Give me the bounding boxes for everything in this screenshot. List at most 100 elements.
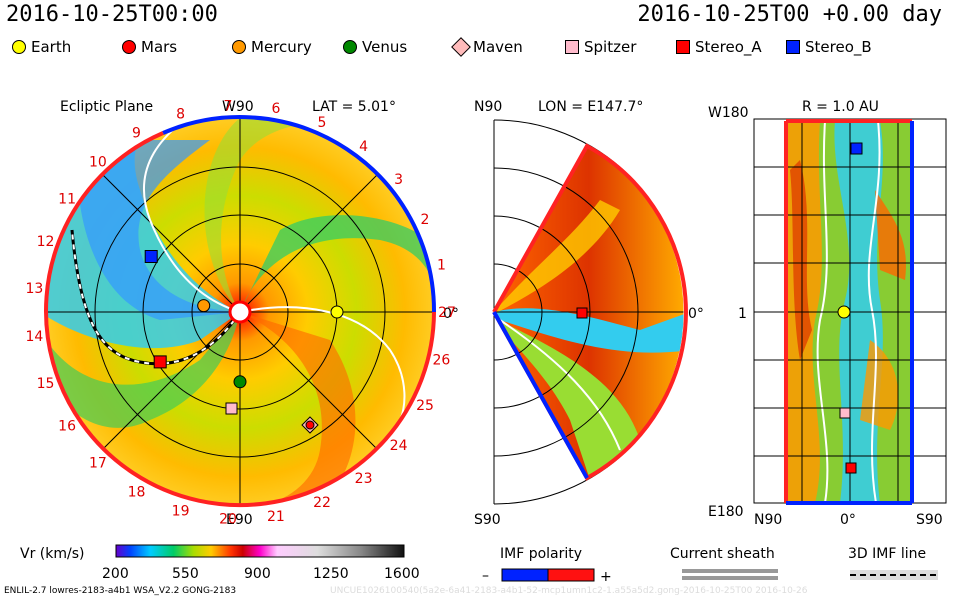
rotation-number-label: 18 — [128, 484, 146, 500]
rotation-number-label: 21 — [267, 509, 285, 525]
rotation-number-label: 24 — [390, 438, 408, 454]
meridional-right-label: 0° — [688, 306, 704, 322]
synoptic-n90: N90 — [754, 512, 782, 528]
body-legend: Earth Mars Mercury Venus Maven Spitzer S… — [0, 37, 960, 60]
ecliptic-rim-red — [44, 131, 436, 508]
synoptic-earth-marker — [837, 305, 851, 319]
synoptic-body-markers — [837, 142, 863, 474]
legend-mercury: Mercury — [232, 38, 312, 56]
colorbar-gradient — [115, 544, 405, 558]
ecliptic-right-label: 0° — [443, 306, 459, 322]
ecliptic-mars-marker — [305, 420, 315, 430]
rotation-number-label: 20 — [219, 512, 237, 528]
rotation-number-label: 4 — [359, 139, 368, 155]
spitzer-marker-icon — [565, 40, 579, 54]
rotation-number-label: 5 — [318, 115, 327, 131]
colorbar-tick: 550 — [172, 566, 199, 582]
rotation-number-label: 10 — [89, 154, 107, 170]
legend-label: Maven — [473, 38, 523, 56]
legend-maven: Maven — [451, 37, 523, 57]
legend-label: Stereo_B — [805, 38, 872, 56]
ecliptic-spitzer-marker — [225, 402, 238, 415]
header-time-left: 2016-10-25T00:00 — [6, 2, 218, 27]
rotation-number-label: 25 — [416, 398, 434, 414]
synoptic-w180: W180 — [708, 105, 749, 121]
sun-icon — [228, 300, 252, 324]
meridional-top-label: N90 — [474, 99, 502, 115]
legend-label: Mars — [141, 38, 178, 56]
rotation-number-label: 19 — [172, 503, 190, 519]
rotation-number-label: 14 — [25, 329, 43, 345]
rotation-number-label: 16 — [58, 419, 76, 435]
ecliptic-venus-marker — [233, 375, 247, 389]
colorbar-tick: 1250 — [313, 566, 349, 582]
imf-minus: – — [482, 568, 489, 584]
footer-text: ENLIL-2.7 lowres-2183-a4b1 WSA_V2.2 GONG… — [4, 586, 237, 596]
rotation-number-label: 26 — [432, 353, 450, 369]
legend-label: Stereo_A — [695, 38, 762, 56]
current-sheath-label: Current sheath — [670, 546, 775, 562]
venus-marker-icon — [343, 40, 357, 54]
synoptic-e180: E180 — [708, 504, 744, 520]
rotation-number-label: 17 — [89, 456, 107, 472]
colorbar: Vr (km/s) 200 550 900 1250 1600 — [20, 544, 420, 582]
legend-spitzer: Spitzer — [565, 38, 636, 56]
imf-line-label: 3D IMF line — [848, 546, 926, 562]
legend-label: Spitzer — [584, 38, 637, 56]
rotation-number-label: 27 — [438, 305, 456, 321]
earth-marker-icon — [12, 40, 26, 54]
rotation-number-label: 3 — [394, 172, 403, 188]
ecliptic-rim-blue — [162, 115, 437, 313]
rotation-number-label: 2 — [421, 212, 430, 228]
ecliptic-earth-marker — [330, 305, 344, 319]
synoptic-left-mid: 1 — [738, 306, 747, 322]
mars-marker-icon — [122, 40, 136, 54]
imf-polarity-legend: IMF polarity – + — [482, 546, 612, 585]
synoptic-s90: S90 — [916, 512, 943, 528]
stereo-b-marker-icon — [786, 40, 800, 54]
rotation-number-label: 6 — [271, 101, 280, 117]
rotation-number-label: 22 — [313, 495, 331, 511]
stereo-a-marker-icon — [676, 40, 690, 54]
legend-label: Mercury — [251, 38, 312, 56]
colorbar-tick: 200 — [102, 566, 129, 582]
synoptic-spitzer-marker — [839, 407, 851, 419]
imf-line-legend: 3D IMF line — [848, 546, 938, 580]
legend-venus: Venus — [343, 38, 407, 56]
rotation-number-label: 11 — [58, 191, 76, 207]
rotation-number-label: 15 — [37, 376, 55, 392]
synoptic-stereo-a-marker — [845, 462, 857, 474]
legend-label: Venus — [362, 38, 408, 56]
ecliptic-top-label: W90 — [222, 99, 254, 115]
ecliptic-mercury-marker — [197, 299, 211, 313]
legend-earth: Earth — [12, 38, 71, 56]
rotation-number-label: 13 — [25, 281, 43, 297]
colorbar-label: Vr (km/s) — [20, 546, 84, 562]
meridional-bottom-label: S90 — [474, 512, 501, 528]
rotation-number-label: 8 — [176, 107, 185, 123]
ecliptic-stereo-a-marker — [153, 355, 167, 369]
rotation-number-label: 12 — [37, 234, 55, 250]
rotation-number-label: 7 — [224, 98, 233, 114]
ecliptic-stereo-b-marker — [144, 250, 158, 263]
imf-plus: + — [600, 569, 612, 585]
mercury-marker-icon — [232, 40, 246, 54]
colorbar-tick: 1600 — [384, 566, 420, 582]
rotation-number-label: 9 — [132, 126, 141, 142]
current-sheath-legend: Current sheath — [670, 546, 778, 580]
rotation-number-label: 23 — [355, 471, 373, 487]
legend-label: Earth — [31, 38, 72, 56]
ecliptic-body-markers — [144, 250, 344, 389]
meridional-stereo-a-marker — [576, 307, 588, 319]
legend-stereo-b: Stereo_B — [786, 38, 872, 56]
meridional-lon: LON = E147.7° — [538, 99, 643, 115]
ecliptic-title: Ecliptic Plane — [60, 99, 153, 115]
imf-polarity-label: IMF polarity — [500, 546, 582, 562]
legend-mars: Mars — [122, 38, 177, 56]
footer-faint-text: UNCUE1026100540(5a2e-6a41-2183-a4b1-52-m… — [330, 586, 808, 596]
header-time-right: 2016-10-25T00 +0.00 day — [637, 2, 942, 27]
synoptic-bottom-mid: 0° — [840, 512, 856, 528]
rotation-number-label: 1 — [437, 257, 446, 273]
